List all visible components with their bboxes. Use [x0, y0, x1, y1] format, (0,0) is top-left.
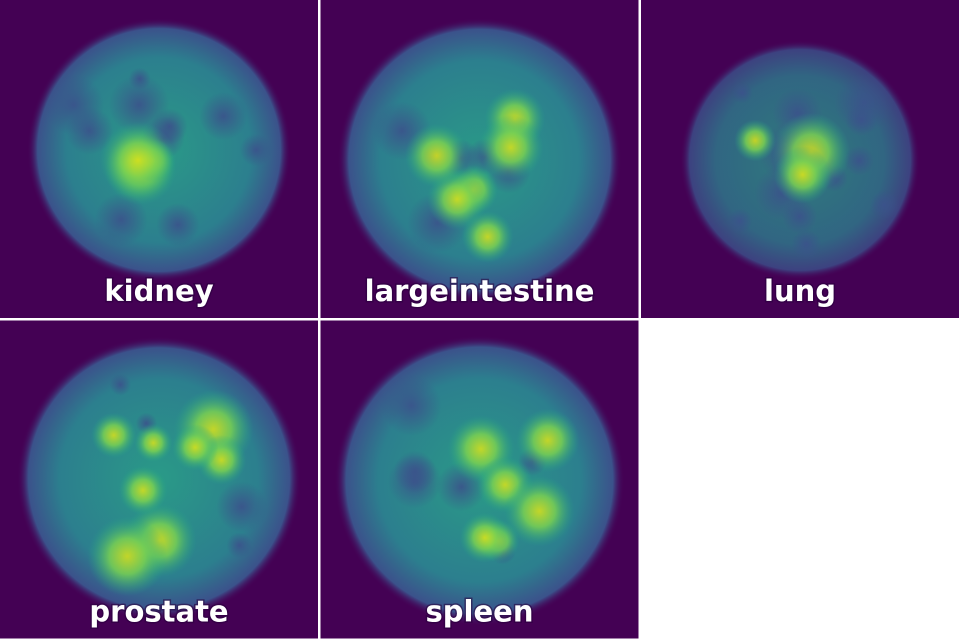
hot-spot: [734, 119, 777, 162]
dark-region: [791, 229, 822, 260]
panel-content: [0, 0, 318, 318]
dark-region: [216, 481, 268, 533]
dark-region: [156, 202, 200, 247]
panel: largeintestine: [320, 0, 639, 318]
panel-content: [641, 0, 959, 318]
dark-region: [869, 190, 900, 220]
panel-label: kidney: [104, 274, 213, 308]
hot-spot: [478, 115, 544, 180]
hot-spot: [459, 512, 510, 563]
hot-spot: [134, 423, 173, 463]
hot-spot: [118, 465, 168, 515]
panel: prostate: [0, 320, 318, 639]
hot-spot: [461, 210, 514, 263]
dark-region: [226, 532, 253, 559]
hot-spot: [516, 408, 580, 473]
dark-region: [393, 450, 437, 493]
dark-region: [731, 82, 753, 104]
dark-region: [109, 373, 132, 396]
panel-label: largeintestine: [365, 274, 595, 308]
panel-label: lung: [764, 274, 836, 308]
dark-region: [727, 208, 753, 234]
hot-spot: [171, 424, 219, 471]
hot-spot: [773, 146, 832, 204]
dark-region: [239, 133, 273, 167]
dark-region: [844, 145, 875, 176]
dark-region: [94, 193, 148, 247]
panel-label: prostate: [89, 595, 228, 629]
panel-label: spleen: [426, 595, 534, 629]
dark-region: [43, 74, 104, 135]
panel-content: [320, 320, 639, 639]
dark-region: [845, 103, 878, 137]
hot-spot: [99, 121, 177, 199]
panel: lung: [641, 0, 959, 318]
dark-region: [381, 375, 442, 436]
panel-content: [0, 320, 318, 639]
panel: spleen: [320, 320, 639, 639]
hot-spot: [404, 123, 469, 188]
hot-spot: [91, 412, 137, 458]
hot-spot: [87, 516, 168, 597]
panel-content: [320, 0, 639, 318]
hot-spot: [503, 475, 575, 547]
dark-region: [199, 92, 248, 141]
panel: kidney: [0, 0, 318, 318]
